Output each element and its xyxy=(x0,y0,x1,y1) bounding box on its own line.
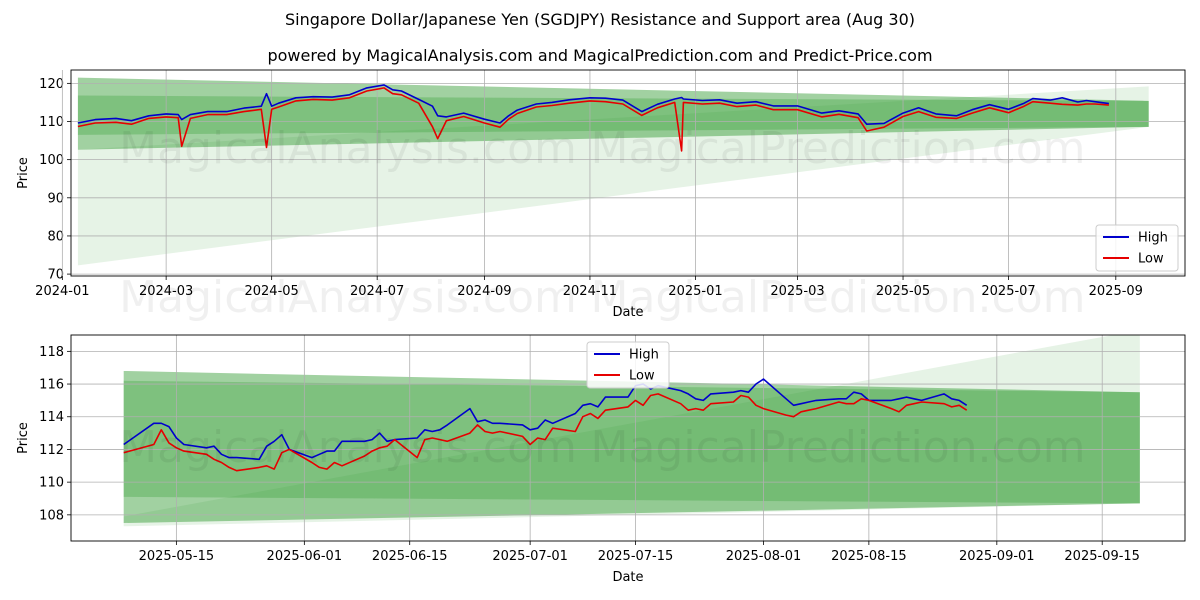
band-3 xyxy=(77,86,1149,266)
resistance-support-bands xyxy=(123,335,1140,527)
x-tick-label: 2025-06-01 xyxy=(267,549,343,564)
x-tick-label: 2024-05 xyxy=(244,284,298,299)
plot-panel-2: 108 110 112 114 116 118 2025-05-15 2025-06-01 20… xyxy=(16,334,1186,585)
y-tick-label: 100 xyxy=(39,153,64,168)
x-tick-label: 2024-09 xyxy=(457,284,511,299)
x-tick-label: 2025-07-15 xyxy=(598,549,674,564)
legend-label-low: Low xyxy=(1138,252,1164,267)
y-axis-label: Price xyxy=(16,422,31,454)
x-tick-label: 2025-01 xyxy=(668,284,722,299)
watermark-text: MagicalPrediction.com xyxy=(591,272,1086,323)
watermark-text: MagicalAnalysis.com xyxy=(119,123,577,174)
plot-frame xyxy=(70,334,1186,542)
x-axis-label: Date xyxy=(612,305,643,320)
chart-subtitle: powered by MagicalAnalysis.com and Magic… xyxy=(267,46,933,65)
series-line-low xyxy=(77,87,1109,152)
y-tick-label: 120 xyxy=(39,77,64,92)
x-tick-label: 2025-06-15 xyxy=(372,549,448,564)
y-tick-label: 114 xyxy=(39,410,64,425)
x-tick-label: 2025-09 xyxy=(1089,284,1143,299)
y-tick-label: 108 xyxy=(39,508,64,523)
plot-panel-1: 70 80 90 100 110 120 2024-01 2024-03 2024-05 2024… xyxy=(16,69,1186,323)
watermark-text: MagicalPrediction.com xyxy=(591,422,1086,473)
x-tick-label: 2025-09-01 xyxy=(959,549,1035,564)
y-tick-label: 118 xyxy=(39,345,64,360)
x-tick-label: 2025-03 xyxy=(770,284,824,299)
x-tick-label: 2025-05-15 xyxy=(139,549,215,564)
series-lines xyxy=(123,378,968,472)
series-line-high xyxy=(77,84,1110,125)
band-3 xyxy=(123,335,1140,527)
watermark-text: MagicalPrediction.com xyxy=(591,123,1086,174)
x-tick-label: 2024-03 xyxy=(139,284,193,299)
legend: High Low xyxy=(586,341,670,389)
y-tick-label: 70 xyxy=(47,268,64,283)
x-tick-label: 2024-01 xyxy=(35,284,89,299)
series-line-low xyxy=(123,393,968,472)
x-tick-label: 2025-09-15 xyxy=(1064,549,1140,564)
y-tick-label: 90 xyxy=(47,191,64,206)
chart-title: Singapore Dollar/Japanese Yen (SGDJPY) R… xyxy=(284,10,916,29)
x-tick-label: 2025-07-01 xyxy=(492,549,568,564)
y-tick-label: 112 xyxy=(39,443,64,458)
x-tick-label: 2024-07 xyxy=(350,284,404,299)
x-tick-label: 2025-08-01 xyxy=(726,549,802,564)
x-tick-label: 2025-08-15 xyxy=(831,549,907,564)
x-tick-label: 2024-11 xyxy=(563,284,617,299)
y-tick-label: 110 xyxy=(39,476,64,491)
legend-label-low: Low xyxy=(629,369,655,384)
band-2 xyxy=(123,380,1140,504)
series-line-high xyxy=(123,378,968,461)
y-axis-label: Price xyxy=(16,157,31,189)
band-2 xyxy=(77,95,1149,135)
watermark-text: MagicalAnalysis.com xyxy=(119,422,577,473)
y-tick-label: 116 xyxy=(39,378,64,393)
series-lines xyxy=(77,84,1110,152)
watermark-text: MagicalAnalysis.com xyxy=(119,272,577,323)
x-axis-label: Date xyxy=(612,570,643,585)
legend-label-high: High xyxy=(629,348,659,363)
y-tick-label: 80 xyxy=(47,229,64,244)
band-1 xyxy=(123,370,1140,524)
legend-label-high: High xyxy=(1138,231,1168,246)
x-tick-label: 2025-05 xyxy=(876,284,930,299)
legend: High Low xyxy=(1095,224,1179,272)
plot-frame xyxy=(70,69,1186,277)
x-tick-label: 2025-07 xyxy=(981,284,1035,299)
y-tick-label: 110 xyxy=(39,115,64,130)
